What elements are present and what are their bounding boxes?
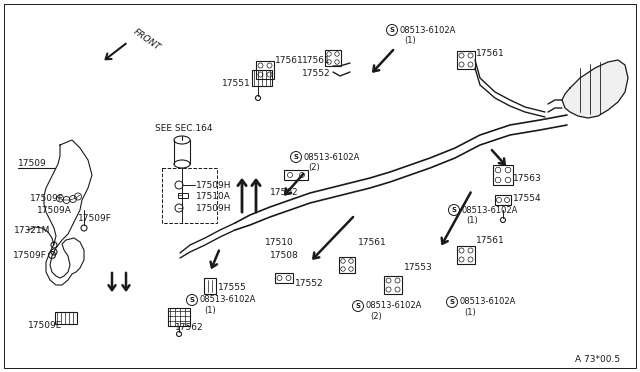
Bar xyxy=(493,165,513,185)
Polygon shape xyxy=(562,60,628,118)
Bar xyxy=(204,278,216,294)
Text: 17554: 17554 xyxy=(513,193,541,202)
Text: S: S xyxy=(189,297,195,303)
Text: (1): (1) xyxy=(466,215,477,224)
Text: (1): (1) xyxy=(464,308,476,317)
Bar xyxy=(457,51,475,69)
Bar xyxy=(457,246,475,264)
Text: 08513-6102A: 08513-6102A xyxy=(200,295,257,305)
Text: 08513-6102A: 08513-6102A xyxy=(304,153,360,161)
Text: 17509A: 17509A xyxy=(37,205,72,215)
Text: 17510: 17510 xyxy=(265,237,294,247)
Text: (2): (2) xyxy=(370,311,381,321)
Text: 17321M: 17321M xyxy=(14,225,51,234)
Text: 08513-6102A: 08513-6102A xyxy=(462,205,518,215)
Text: 17551: 17551 xyxy=(222,78,251,87)
Text: S: S xyxy=(451,207,456,213)
Text: 17561: 17561 xyxy=(302,55,331,64)
Text: 17562: 17562 xyxy=(175,324,204,333)
Text: S: S xyxy=(355,303,360,309)
Bar xyxy=(178,193,188,198)
Text: 17552: 17552 xyxy=(302,68,331,77)
Text: 17561: 17561 xyxy=(275,55,304,64)
Text: S: S xyxy=(294,154,298,160)
Bar xyxy=(162,168,217,223)
Text: 08513-6102A: 08513-6102A xyxy=(400,26,456,35)
Bar xyxy=(252,70,272,86)
Text: 17509H: 17509H xyxy=(196,203,232,212)
Text: (2): (2) xyxy=(308,163,320,171)
Bar xyxy=(284,170,308,180)
Text: 17509F: 17509F xyxy=(78,214,112,222)
Text: 17561: 17561 xyxy=(476,235,505,244)
Text: 17555: 17555 xyxy=(218,282,247,292)
Text: S: S xyxy=(390,27,394,33)
Bar xyxy=(325,50,341,66)
Text: 17508: 17508 xyxy=(270,250,299,260)
Text: SEE SEC.164: SEE SEC.164 xyxy=(155,124,212,132)
Bar xyxy=(495,195,511,205)
Bar xyxy=(168,308,190,326)
Text: 17509E: 17509E xyxy=(28,321,62,330)
Text: (1): (1) xyxy=(204,305,216,314)
Text: 17509: 17509 xyxy=(18,159,47,168)
Text: S: S xyxy=(449,299,454,305)
Text: (1): (1) xyxy=(404,35,416,45)
Text: 17509F: 17509F xyxy=(13,250,47,260)
Text: A 73*00.5: A 73*00.5 xyxy=(575,356,620,365)
Bar xyxy=(339,257,355,273)
Text: 17563: 17563 xyxy=(513,173,541,183)
Text: 17509H: 17509H xyxy=(196,180,232,189)
Text: 17561: 17561 xyxy=(358,237,387,247)
Text: 17509F: 17509F xyxy=(30,193,64,202)
Text: 17553: 17553 xyxy=(404,263,433,272)
Text: 17552: 17552 xyxy=(295,279,324,288)
Text: 17502: 17502 xyxy=(270,187,299,196)
Text: 17561: 17561 xyxy=(476,48,505,58)
Bar xyxy=(256,61,274,79)
Text: 08513-6102A: 08513-6102A xyxy=(460,298,516,307)
Bar xyxy=(55,312,77,324)
Text: 17510A: 17510A xyxy=(196,192,231,201)
Text: 08513-6102A: 08513-6102A xyxy=(366,301,422,311)
Text: FRONT: FRONT xyxy=(132,28,163,52)
Bar xyxy=(275,273,293,283)
Bar xyxy=(384,276,402,294)
